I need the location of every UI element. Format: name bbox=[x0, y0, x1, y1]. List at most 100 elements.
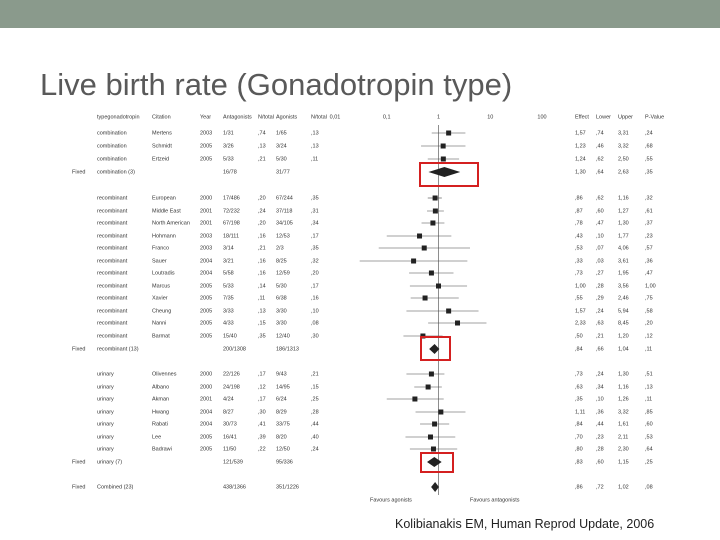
effect-marker bbox=[425, 384, 431, 390]
cell: urinary bbox=[97, 396, 114, 402]
lower-label: ,29 bbox=[596, 295, 604, 301]
cell: urinary bbox=[97, 384, 114, 390]
effect-label: ,63 bbox=[575, 384, 583, 390]
cell: Lee bbox=[152, 434, 161, 440]
cell: 4/24 bbox=[223, 396, 234, 402]
cell: 12/53 bbox=[276, 233, 290, 239]
highlight-box bbox=[419, 162, 479, 187]
cell: ,11 bbox=[258, 295, 265, 301]
effect-label: ,84 bbox=[575, 421, 583, 427]
cell: 3/14 bbox=[223, 245, 234, 251]
effect-label: ,86 bbox=[575, 484, 583, 490]
p-value: ,11 bbox=[645, 396, 652, 402]
p-value: ,11 bbox=[645, 346, 652, 352]
p-value: ,58 bbox=[645, 308, 653, 314]
top-bar bbox=[0, 0, 720, 28]
cell: ,17 bbox=[258, 396, 266, 402]
cell: 3/21 bbox=[223, 258, 234, 264]
cell: 2005 bbox=[200, 434, 212, 440]
cell: ,24 bbox=[258, 208, 266, 214]
cell: recombinant bbox=[97, 195, 128, 201]
summary-diamond bbox=[427, 457, 442, 467]
cell: Cheung bbox=[152, 308, 171, 314]
upper-label: 1,26 bbox=[618, 396, 629, 402]
column-header: Upper bbox=[618, 114, 633, 120]
lower-label: ,60 bbox=[596, 208, 604, 214]
cell: 30/73 bbox=[223, 421, 237, 427]
cell: 2003 bbox=[200, 245, 212, 251]
cell: 2000 bbox=[200, 195, 212, 201]
cell: Sauer bbox=[152, 258, 167, 264]
effect-label: ,50 bbox=[575, 333, 583, 339]
cell: 5/58 bbox=[223, 270, 234, 276]
cell: 2005 bbox=[200, 446, 212, 452]
cell: 12/40 bbox=[276, 333, 290, 339]
cell: Rabati bbox=[152, 421, 168, 427]
cell: Hwang bbox=[152, 409, 169, 415]
cell: ,39 bbox=[258, 434, 266, 440]
cell: ,08 bbox=[311, 320, 319, 326]
cell: Middle East bbox=[152, 208, 181, 214]
effect-marker bbox=[427, 434, 433, 440]
cell: recombinant bbox=[97, 245, 128, 251]
cell: 15/40 bbox=[223, 333, 237, 339]
effect-label: ,73 bbox=[575, 371, 583, 377]
cell: ,16 bbox=[258, 270, 266, 276]
x-tick-label: 0,01 bbox=[330, 114, 341, 120]
cell: ,32 bbox=[311, 258, 319, 264]
cell: Mertens bbox=[152, 130, 172, 136]
column-header: Citation bbox=[152, 114, 171, 120]
effect-label: ,86 bbox=[575, 195, 583, 201]
effect-label: 1,24 bbox=[575, 156, 586, 162]
cell: Franco bbox=[152, 245, 169, 251]
cell: 1/31 bbox=[223, 130, 234, 136]
cell: 121/539 bbox=[223, 459, 243, 465]
cell: 438/1366 bbox=[223, 484, 246, 490]
effect-marker bbox=[411, 258, 417, 264]
upper-label: 1,30 bbox=[618, 220, 629, 226]
lower-label: ,10 bbox=[596, 396, 604, 402]
cell: ,74 bbox=[258, 130, 266, 136]
cell: ,34 bbox=[311, 220, 319, 226]
effect-marker bbox=[432, 208, 438, 214]
effect-marker bbox=[421, 245, 427, 251]
cell: Xavier bbox=[152, 295, 168, 301]
cell: recombinant bbox=[97, 270, 128, 276]
cell: ,15 bbox=[311, 384, 319, 390]
cell: 200/1308 bbox=[223, 346, 246, 352]
cell: combination bbox=[97, 130, 127, 136]
cell: 4/33 bbox=[223, 320, 234, 326]
cell: 31/77 bbox=[276, 169, 290, 175]
cell: 3/33 bbox=[223, 308, 234, 314]
column-header: Effect bbox=[575, 114, 589, 120]
lower-label: ,03 bbox=[596, 258, 604, 264]
p-value: ,25 bbox=[645, 459, 653, 465]
effect-marker bbox=[446, 130, 452, 136]
cell: 2005 bbox=[200, 295, 212, 301]
cell: European bbox=[152, 195, 176, 201]
cell: recombinant bbox=[97, 308, 128, 314]
effect-marker bbox=[417, 233, 423, 239]
effect-marker bbox=[436, 283, 441, 289]
cell: ,21 bbox=[311, 371, 319, 377]
effect-marker bbox=[440, 143, 446, 149]
cell: 5/33 bbox=[223, 283, 234, 289]
lower-label: ,24 bbox=[596, 308, 604, 314]
cell: urinary bbox=[97, 434, 114, 440]
slide-title: Live birth rate (Gonadotropin type) bbox=[40, 67, 512, 102]
cell: recombinant bbox=[97, 333, 128, 339]
cell: 8/20 bbox=[276, 434, 287, 440]
cell: combination bbox=[97, 143, 127, 149]
upper-label: 1,20 bbox=[618, 333, 629, 339]
effect-label: ,43 bbox=[575, 233, 583, 239]
cell: 5/30 bbox=[276, 283, 287, 289]
effect-marker bbox=[412, 396, 418, 402]
p-value: ,75 bbox=[645, 295, 653, 301]
cell: 2003 bbox=[200, 233, 212, 239]
upper-label: 2,11 bbox=[618, 434, 628, 440]
effect-marker bbox=[428, 270, 434, 276]
upper-label: 1,04 bbox=[618, 346, 629, 352]
effect-marker bbox=[455, 320, 461, 326]
column-header: Year bbox=[200, 114, 211, 120]
cell: recombinant bbox=[97, 283, 128, 289]
